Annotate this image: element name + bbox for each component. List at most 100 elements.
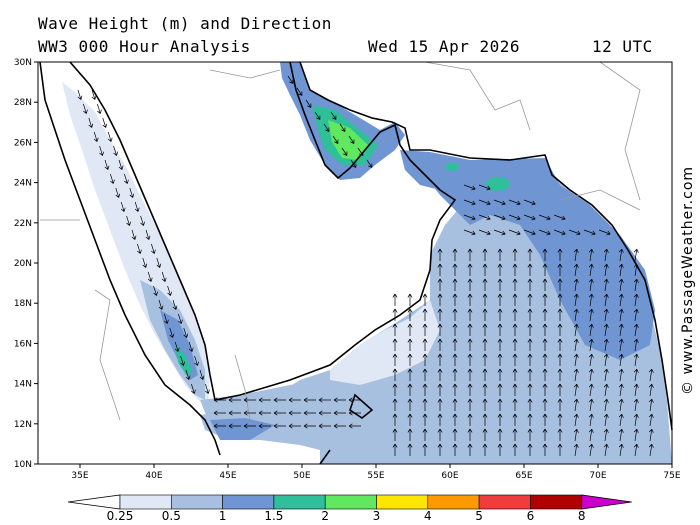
legend-swatch [222, 494, 275, 510]
wave-arrow [648, 398, 654, 412]
wave-arrow [158, 299, 164, 310]
wave-arrow [588, 308, 594, 322]
legend-label: 1.5 [264, 509, 283, 523]
wave-arrow [512, 263, 518, 276]
wave-arrow [633, 248, 639, 262]
wave-arrow [478, 199, 491, 206]
wave-arrow [463, 199, 476, 206]
lon-tick-label: 35E [71, 471, 88, 481]
wave-arrow [512, 413, 518, 426]
wave-arrow [618, 278, 624, 292]
wave-arrow [603, 293, 609, 307]
legend-swatch [376, 494, 429, 510]
legend-label: 0.5 [162, 509, 181, 523]
wave-arrow [437, 248, 443, 261]
wave-arrow [178, 313, 183, 324]
wave-arrow [493, 229, 506, 236]
wave-arrow [542, 323, 548, 336]
wave-arrow [407, 398, 413, 411]
wave-arrow [557, 338, 563, 351]
wave-arrow [557, 278, 563, 291]
wave-arrow [273, 397, 286, 403]
wave-arrow [194, 355, 199, 366]
gulf-of-aden [200, 380, 360, 430]
wave-arrow [422, 338, 428, 351]
wave-arrow [392, 443, 398, 456]
wave-arrow [437, 368, 443, 381]
wave-arrow [339, 123, 346, 132]
wave-arrow [603, 263, 609, 277]
wave-arrow [467, 398, 473, 411]
wave-arrow [527, 398, 533, 411]
wave-arrow [185, 369, 191, 380]
wave-arrow [527, 413, 533, 426]
wave-arrow [603, 248, 609, 262]
wave-arrow [452, 398, 458, 411]
wave-arrow [482, 308, 488, 321]
wave-arrow [588, 443, 594, 457]
wave-arrow [527, 278, 533, 291]
wave-arrow [603, 308, 609, 322]
wave-arrow [437, 293, 443, 306]
wave-arrow [303, 397, 316, 403]
wave-arrow [633, 338, 639, 352]
legend-arrow-high [581, 494, 632, 510]
wave-arrow [258, 423, 271, 429]
legend-label: 2 [321, 509, 329, 523]
wave-arrow [145, 229, 151, 240]
wave-arrow [512, 398, 518, 411]
wave-arrow [557, 248, 563, 261]
wave-arrow [542, 308, 548, 321]
wave-arrow [422, 323, 428, 336]
wave-arrow [497, 338, 503, 351]
wave-arrow [603, 353, 609, 367]
wave-arrow [452, 368, 458, 381]
wave-arrow [618, 428, 624, 442]
wave-arrow [557, 263, 563, 276]
wave-arrow [573, 308, 579, 322]
wave-arrow [573, 368, 579, 382]
wave-arrow [512, 443, 518, 456]
wave-arrow [542, 413, 548, 426]
wave-arrow [452, 293, 458, 306]
wave-arrow [633, 368, 639, 382]
north-arabian-sea-moderate [420, 158, 655, 360]
wave-arrow [422, 398, 428, 411]
wave-arrow [452, 443, 458, 456]
wave-arrow [588, 383, 594, 397]
wave-arrow [407, 353, 413, 366]
wave-arrow [323, 123, 330, 132]
wave-arrow [437, 338, 443, 351]
wave-arrow [303, 423, 316, 429]
wave-arrow [557, 368, 563, 381]
lon-tick-label: 45E [219, 471, 236, 481]
lat-tick-label: 20N [14, 259, 32, 269]
wave-arrow [437, 323, 443, 336]
wave-arrow [467, 428, 473, 441]
gulf-of-oman-moderate [400, 150, 470, 190]
wave-arrow [542, 353, 548, 366]
wave-arrow [497, 293, 503, 306]
wave-arrow [497, 248, 503, 261]
wave-arrow [467, 353, 473, 366]
wave-arrow [618, 293, 624, 307]
wave-arrow [482, 443, 488, 456]
wave-arrow [348, 135, 355, 144]
wave-arrow [330, 111, 337, 120]
wave-arrow [527, 308, 533, 321]
wave-arrow [497, 263, 503, 276]
wave-arrow [603, 413, 609, 427]
wave-arrow [497, 443, 503, 456]
wave-arrow [333, 423, 346, 429]
wave-arrow [527, 353, 533, 366]
lon-tick-label: 60E [441, 471, 458, 481]
wave-arrow [497, 383, 503, 396]
wave-arrow [542, 263, 548, 276]
wave-arrow [172, 299, 178, 310]
wave-arrow [557, 413, 563, 426]
wave-arrow [557, 443, 563, 456]
wave-arrow [407, 293, 413, 306]
wave-arrow [392, 413, 398, 426]
wave-arrow [366, 159, 373, 168]
wave-arrow [618, 368, 624, 382]
